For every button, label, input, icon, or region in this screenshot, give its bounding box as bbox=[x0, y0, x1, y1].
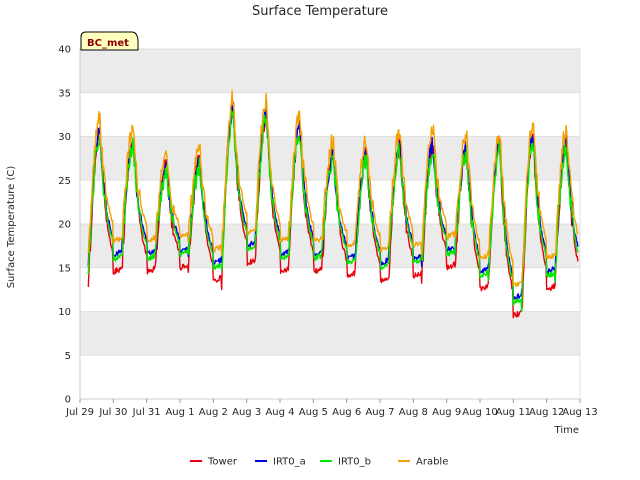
x-tick-label: Aug 1 bbox=[165, 407, 194, 418]
legend: Tower IRT0_a IRT0_b Arable bbox=[190, 457, 448, 468]
x-tick-label: Aug 13 bbox=[562, 407, 597, 418]
y-tick-label: 5 bbox=[65, 351, 71, 362]
y-tick-label: 15 bbox=[58, 263, 71, 274]
y-tick-label: 30 bbox=[58, 132, 71, 143]
y-tick-label: 40 bbox=[58, 45, 71, 56]
x-tick-label: Aug 4 bbox=[265, 407, 294, 418]
axes bbox=[79, 49, 581, 400]
y-tick-label: 10 bbox=[58, 307, 71, 318]
x-tick-label: Aug 7 bbox=[365, 407, 394, 418]
y-axis-ticks: 0 5 10 15 20 25 30 35 40 bbox=[58, 45, 71, 406]
plot-band bbox=[80, 49, 580, 93]
x-tick-label: Aug 5 bbox=[299, 407, 328, 418]
x-tick-label: Aug 12 bbox=[529, 407, 564, 418]
x-tick-label: Aug 11 bbox=[496, 407, 531, 418]
x-tick-label: Aug 9 bbox=[432, 407, 461, 418]
x-tick-label: Jul 30 bbox=[98, 407, 127, 418]
legend-label: Arable bbox=[416, 457, 448, 468]
x-tick-label: Aug 6 bbox=[332, 407, 361, 418]
plot-band bbox=[80, 224, 580, 268]
chart-title: Surface Temperature bbox=[252, 4, 388, 19]
legend-label: IRT0_a bbox=[273, 457, 306, 468]
series-line-arable bbox=[87, 89, 579, 288]
x-axis-label: Time bbox=[554, 425, 579, 436]
y-tick-label: 25 bbox=[58, 176, 71, 187]
y-tick-label: 0 bbox=[65, 395, 71, 406]
station-badge-box bbox=[80, 31, 139, 51]
x-tick-label: Aug 10 bbox=[462, 407, 497, 418]
y-tick-label: 35 bbox=[58, 88, 71, 99]
plot-band bbox=[80, 311, 580, 356]
y-tick-label: 20 bbox=[58, 220, 71, 231]
x-tick-label: Aug 2 bbox=[199, 407, 228, 418]
station-badge-label: BC_met bbox=[87, 38, 129, 49]
x-tick-label: Jul 29 bbox=[65, 407, 94, 418]
x-axis-ticks: Jul 29 Jul 30 Jul 31 Aug 1 Aug 2 Aug 3 Aug 4 Au… bbox=[65, 399, 598, 418]
station-badge: BC_met bbox=[80, 31, 139, 51]
y-axis-label: Surface Temperature (C) bbox=[6, 166, 17, 289]
legend-label: IRT0_b bbox=[338, 457, 371, 468]
legend-label: Tower bbox=[207, 457, 238, 468]
x-tick-label: Aug 8 bbox=[399, 407, 428, 418]
x-tick-label: Aug 3 bbox=[232, 407, 261, 418]
x-tick-label: Jul 31 bbox=[132, 407, 161, 418]
series-lines bbox=[87, 89, 579, 319]
